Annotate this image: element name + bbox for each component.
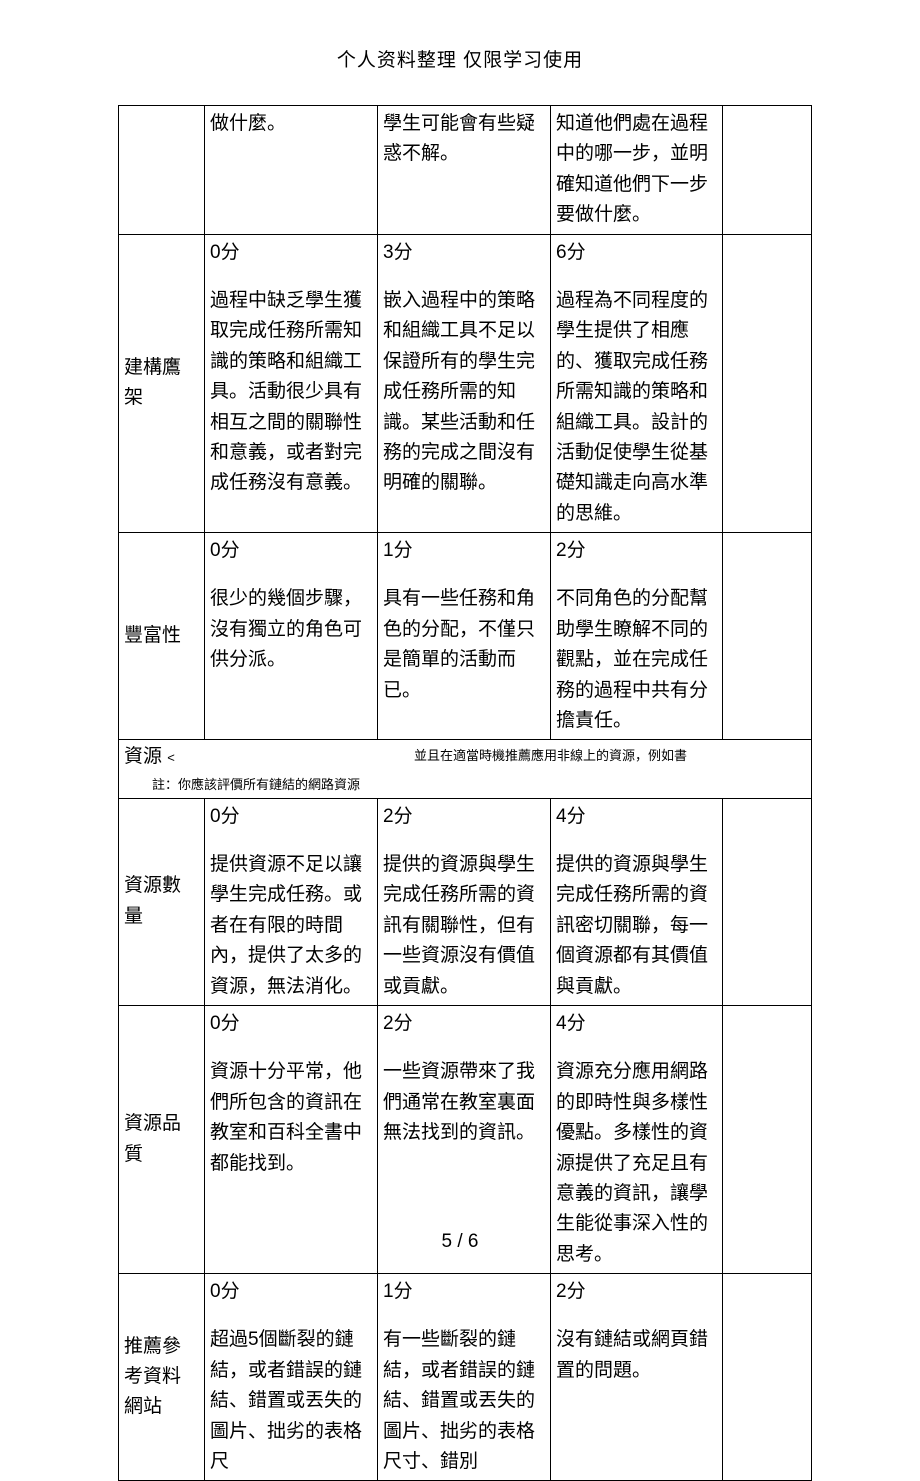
score-label: 0分 [210, 802, 372, 832]
cell-text: 嵌入過程中的策略和組織工具不足以保證所有的學生完成任務所需的知識。某些活動和任務… [383, 290, 535, 493]
col-low: 0分超過5個斷裂的鏈結，或者錯誤的鏈結、錯置或丟失的圖片、拙劣的表格尺 [205, 1274, 378, 1481]
table-row: 豐富性0分很少的幾個步驟，沒有獨立的角色可供分派。1分具有一些任務和角色的分配，… [119, 533, 812, 740]
section-arrow: < [167, 748, 175, 769]
score-label: 1分 [383, 536, 545, 566]
col-mid: 2分提供的資源與學生完成任務所需的資訊有關聯性，但有一些資源沒有價值或貢獻。 [378, 798, 551, 1005]
row-label: 豐富性 [119, 533, 205, 740]
row-label: 推薦參考資料網站 [119, 1274, 205, 1481]
cell-text: 提供資源不足以讓學生完成任務。或者在有限的時間內，提供了太多的資源，無法消化。 [210, 854, 362, 997]
col-high: 6分過程為不同程度的學生提供了相應的、獲取完成任務所需知識的策略和組織工具。設計… [551, 234, 723, 533]
score-label: 2分 [383, 1009, 545, 1039]
cell-text: 不同角色的分配幫助學生瞭解不同的觀點，並在完成任務的過程中共有分擔責任。 [556, 588, 708, 731]
cell-text: 學生可能會有些疑惑不解。 [383, 113, 535, 164]
score-label: 0分 [210, 1009, 372, 1039]
section-label: 資源 [124, 746, 167, 767]
col-low: 0分很少的幾個步驟，沒有獨立的角色可供分派。 [205, 533, 378, 740]
row-label: 資源數量 [119, 798, 205, 1005]
cell-text: 沒有鏈結或網頁錯置的問題。 [556, 1329, 708, 1380]
rubric-table: 做什麼。 學生可能會有些疑惑不解。知道他們處在過程中的哪一步，並明確知道他們下一步… [118, 105, 812, 1481]
section-note-right: 並且在適當時機推薦應用非線上的資源，例如書 [414, 746, 687, 767]
col-mid: 學生可能會有些疑惑不解。 [378, 106, 551, 235]
score-label: 4分 [556, 1009, 717, 1039]
col-high: 2分不同角色的分配幫助學生瞭解不同的觀點，並在完成任務的過程中共有分擔責任。 [551, 533, 723, 740]
page-footer: 5 / 6 [0, 1231, 920, 1253]
score-label: 3分 [383, 238, 545, 268]
empty-cell [723, 234, 812, 533]
page-header: 个人资料整理 仅限学习使用 [0, 0, 920, 72]
col-low: 0分過程中缺乏學生獲取完成任務所需知識的策略和組織工具。活動很少具有相互之間的關… [205, 234, 378, 533]
cell-text: 超過5個斷裂的鏈結，或者錯誤的鏈結、錯置或丟失的圖片、拙劣的表格尺 [210, 1329, 362, 1472]
col-low: 0分提供資源不足以讓學生完成任務。或者在有限的時間內，提供了太多的資源，無法消化… [205, 798, 378, 1005]
cell-text: 有一些斷裂的鏈結，或者錯誤的鏈結、錯置或丟失的圖片、拙劣的表格尺寸、錯別 [383, 1329, 535, 1472]
score-label: 6分 [556, 238, 717, 268]
cell-text: 做什麼。 [210, 113, 286, 134]
table-row: 做什麼。 學生可能會有些疑惑不解。知道他們處在過程中的哪一步，並明確知道他們下一步… [119, 106, 812, 235]
score-label: 4分 [556, 802, 717, 832]
section-note-below: 註：你應該評價所有鏈結的網路資源 [152, 775, 806, 796]
score-label: 0分 [210, 536, 372, 566]
table-row: 推薦參考資料網站0分超過5個斷裂的鏈結，或者錯誤的鏈結、錯置或丟失的圖片、拙劣的… [119, 1274, 812, 1481]
score-label: 2分 [556, 536, 717, 566]
cell-text: 提供的資源與學生完成任務所需的資訊有關聯性，但有一些資源沒有價值或貢獻。 [383, 854, 535, 997]
cell-text: 過程中缺乏學生獲取完成任務所需知識的策略和組織工具。活動很少具有相互之間的關聯性… [210, 290, 362, 493]
col-mid: 1分具有一些任務和角色的分配，不僅只是簡單的活動而已。 [378, 533, 551, 740]
col-high: 2分沒有鏈結或網頁錯置的問題。 [551, 1274, 723, 1481]
score-label: 0分 [210, 238, 372, 268]
row-label [119, 106, 205, 235]
section-header-row: 資源 < 並且在適當時機推薦應用非線上的資源，例如書註：你應該評價所有鏈結的網路資… [119, 740, 812, 798]
col-mid: 3分嵌入過程中的策略和組織工具不足以保證所有的學生完成任務所需的知識。某些活動和… [378, 234, 551, 533]
cell-text: 具有一些任務和角色的分配，不僅只是簡單的活動而已。 [383, 588, 535, 700]
score-label: 2分 [383, 802, 545, 832]
empty-cell [723, 106, 812, 235]
col-low: 做什麼。 [205, 106, 378, 235]
empty-cell [723, 533, 812, 740]
cell-text: 過程為不同程度的學生提供了相應的、獲取完成任務所需知識的策略和組織工具。設計的活… [556, 290, 708, 524]
rubric-content: 做什麼。 學生可能會有些疑惑不解。知道他們處在過程中的哪一步，並明確知道他們下一步… [118, 105, 811, 1481]
col-high: 4分提供的資源與學生完成任務所需的資訊密切關聯，每一個資源都有其價值與貢獻。 [551, 798, 723, 1005]
col-high: 知道他們處在過程中的哪一步，並明確知道他們下一步要做什麼。 [551, 106, 723, 235]
cell-text: 提供的資源與學生完成任務所需的資訊密切關聯，每一個資源都有其價值與貢獻。 [556, 854, 708, 997]
cell-text: 一些資源帶來了我們通常在教室裏面無法找到的資訊。 [383, 1061, 535, 1143]
table-row: 資源數量0分提供資源不足以讓學生完成任務。或者在有限的時間內，提供了太多的資源，… [119, 798, 812, 1005]
row-label: 建構鷹架 [119, 234, 205, 533]
col-mid: 1分有一些斷裂的鏈結，或者錯誤的鏈結、錯置或丟失的圖片、拙劣的表格尺寸、錯別 [378, 1274, 551, 1481]
table-row: 建構鷹架0分過程中缺乏學生獲取完成任務所需知識的策略和組織工具。活動很少具有相互… [119, 234, 812, 533]
cell-text: 知道他們處在過程中的哪一步，並明確知道他們下一步要做什麼。 [556, 113, 708, 225]
empty-cell [723, 798, 812, 1005]
empty-cell [723, 1274, 812, 1481]
cell-text: 資源十分平常，他們所包含的資訊在教室和百科全書中都能找到。 [210, 1061, 362, 1173]
cell-text: 很少的幾個步驟，沒有獨立的角色可供分派。 [210, 588, 362, 670]
section-header: 資源 < 並且在適當時機推薦應用非線上的資源，例如書註：你應該評價所有鏈結的網路資… [119, 740, 812, 798]
